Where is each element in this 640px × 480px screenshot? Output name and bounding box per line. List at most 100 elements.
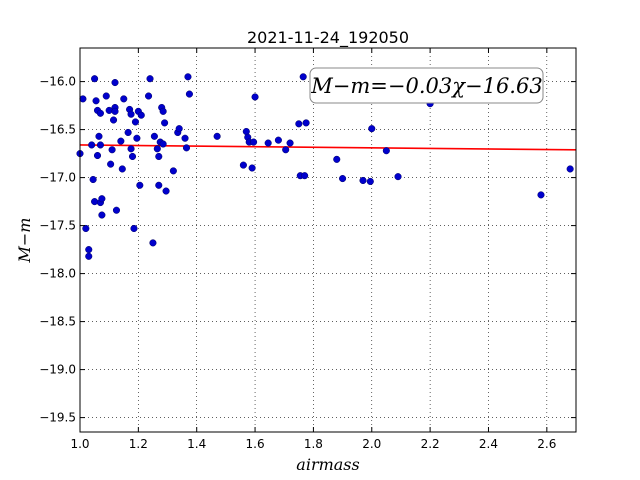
x-tick-label: 2.4 <box>479 437 498 451</box>
data-point <box>82 224 90 233</box>
grid-lines <box>79 48 576 432</box>
data-point <box>150 132 158 140</box>
x-tick-label: 2.2 <box>421 437 440 451</box>
data-point <box>368 125 376 133</box>
x-tick-label: 1.0 <box>70 437 89 451</box>
x-tick-label: 2.6 <box>537 437 556 451</box>
data-point <box>251 93 259 101</box>
data-point <box>118 165 126 173</box>
data-point <box>107 160 115 168</box>
data-point <box>175 125 183 133</box>
data-point <box>131 118 139 126</box>
data-point <box>162 187 170 195</box>
data-point <box>286 139 294 147</box>
data-point <box>127 145 135 153</box>
data-point <box>130 224 138 233</box>
data-point <box>159 107 167 115</box>
data-point <box>96 109 104 117</box>
data-point <box>98 211 106 219</box>
data-point <box>537 191 545 199</box>
data-point <box>299 73 307 81</box>
data-point <box>274 136 282 144</box>
y-axis-label: M−m <box>15 218 34 264</box>
data-point <box>213 132 221 140</box>
annotation-box <box>309 67 544 104</box>
y-tick-label: −18.0 <box>39 267 76 281</box>
data-point <box>169 167 177 175</box>
y-tick-label: −16.5 <box>39 123 76 137</box>
data-point <box>181 134 189 142</box>
data-point <box>282 146 290 154</box>
y-tick-label: −19.0 <box>39 363 76 377</box>
data-point <box>248 164 256 172</box>
data-points <box>76 73 574 260</box>
data-point <box>112 206 121 214</box>
x-tick-label: 1.2 <box>129 437 148 451</box>
data-point <box>120 95 128 103</box>
data-point <box>111 107 119 115</box>
data-point <box>242 127 250 136</box>
data-point <box>92 97 100 105</box>
data-point <box>105 106 113 114</box>
data-point <box>301 172 309 180</box>
data-point <box>359 176 367 185</box>
data-point <box>95 132 103 140</box>
data-point <box>145 92 153 100</box>
data-point <box>185 90 193 98</box>
data-point <box>239 161 247 169</box>
y-tick-label: −17.0 <box>39 171 76 185</box>
data-point <box>85 246 93 254</box>
data-point <box>91 75 99 83</box>
data-point <box>108 146 116 154</box>
data-point <box>98 195 106 203</box>
data-point <box>96 141 104 149</box>
y-axis-ticks: −16.0 −16.5 −17.0 −17.5 −18.0 −18.5 −19.0 −19.5 <box>39 75 576 425</box>
data-point <box>149 239 157 247</box>
data-point <box>111 79 119 87</box>
data-point <box>93 151 102 160</box>
data-point <box>184 73 192 81</box>
data-point <box>566 165 574 173</box>
data-point <box>295 120 303 128</box>
data-point <box>339 175 347 183</box>
data-point <box>128 152 137 161</box>
data-point <box>182 144 191 152</box>
data-point <box>117 137 125 145</box>
data-point <box>264 139 272 147</box>
data-point <box>155 152 163 161</box>
data-point <box>127 110 135 118</box>
data-point <box>85 252 93 260</box>
data-point <box>89 175 97 184</box>
data-point <box>153 145 161 153</box>
y-tick-label: −16.0 <box>39 75 76 89</box>
data-point <box>146 75 154 83</box>
data-point <box>366 177 374 185</box>
x-tick-label: 2.0 <box>362 437 381 451</box>
data-point <box>302 119 310 127</box>
data-point <box>137 111 145 119</box>
x-axis-label: airmass <box>296 455 359 474</box>
x-tick-label: 1.8 <box>304 437 323 451</box>
data-point <box>91 198 99 206</box>
y-tick-label: −18.5 <box>39 315 76 329</box>
data-point <box>79 95 87 103</box>
data-point <box>159 140 167 148</box>
fit-annotation: M−m=−0.03χ−16.63 <box>309 67 544 104</box>
data-point <box>88 141 96 149</box>
x-axis-ticks: 1.0 1.2 1.4 1.6 1.8 2.0 2.2 2.4 2.6 <box>70 48 556 451</box>
data-point <box>124 128 132 137</box>
data-point <box>102 92 110 100</box>
data-point <box>250 138 258 146</box>
data-point <box>136 181 144 189</box>
x-tick-label: 1.6 <box>246 437 265 451</box>
y-tick-label: −19.5 <box>39 411 76 425</box>
data-point <box>110 116 118 124</box>
plot-frame <box>79 47 577 433</box>
data-point <box>382 147 390 155</box>
data-point <box>333 155 341 163</box>
chart-title: 2021-11-24_192050 <box>247 28 409 48</box>
x-tick-label: 1.4 <box>187 437 206 451</box>
data-point <box>161 119 169 127</box>
data-point <box>155 181 163 189</box>
